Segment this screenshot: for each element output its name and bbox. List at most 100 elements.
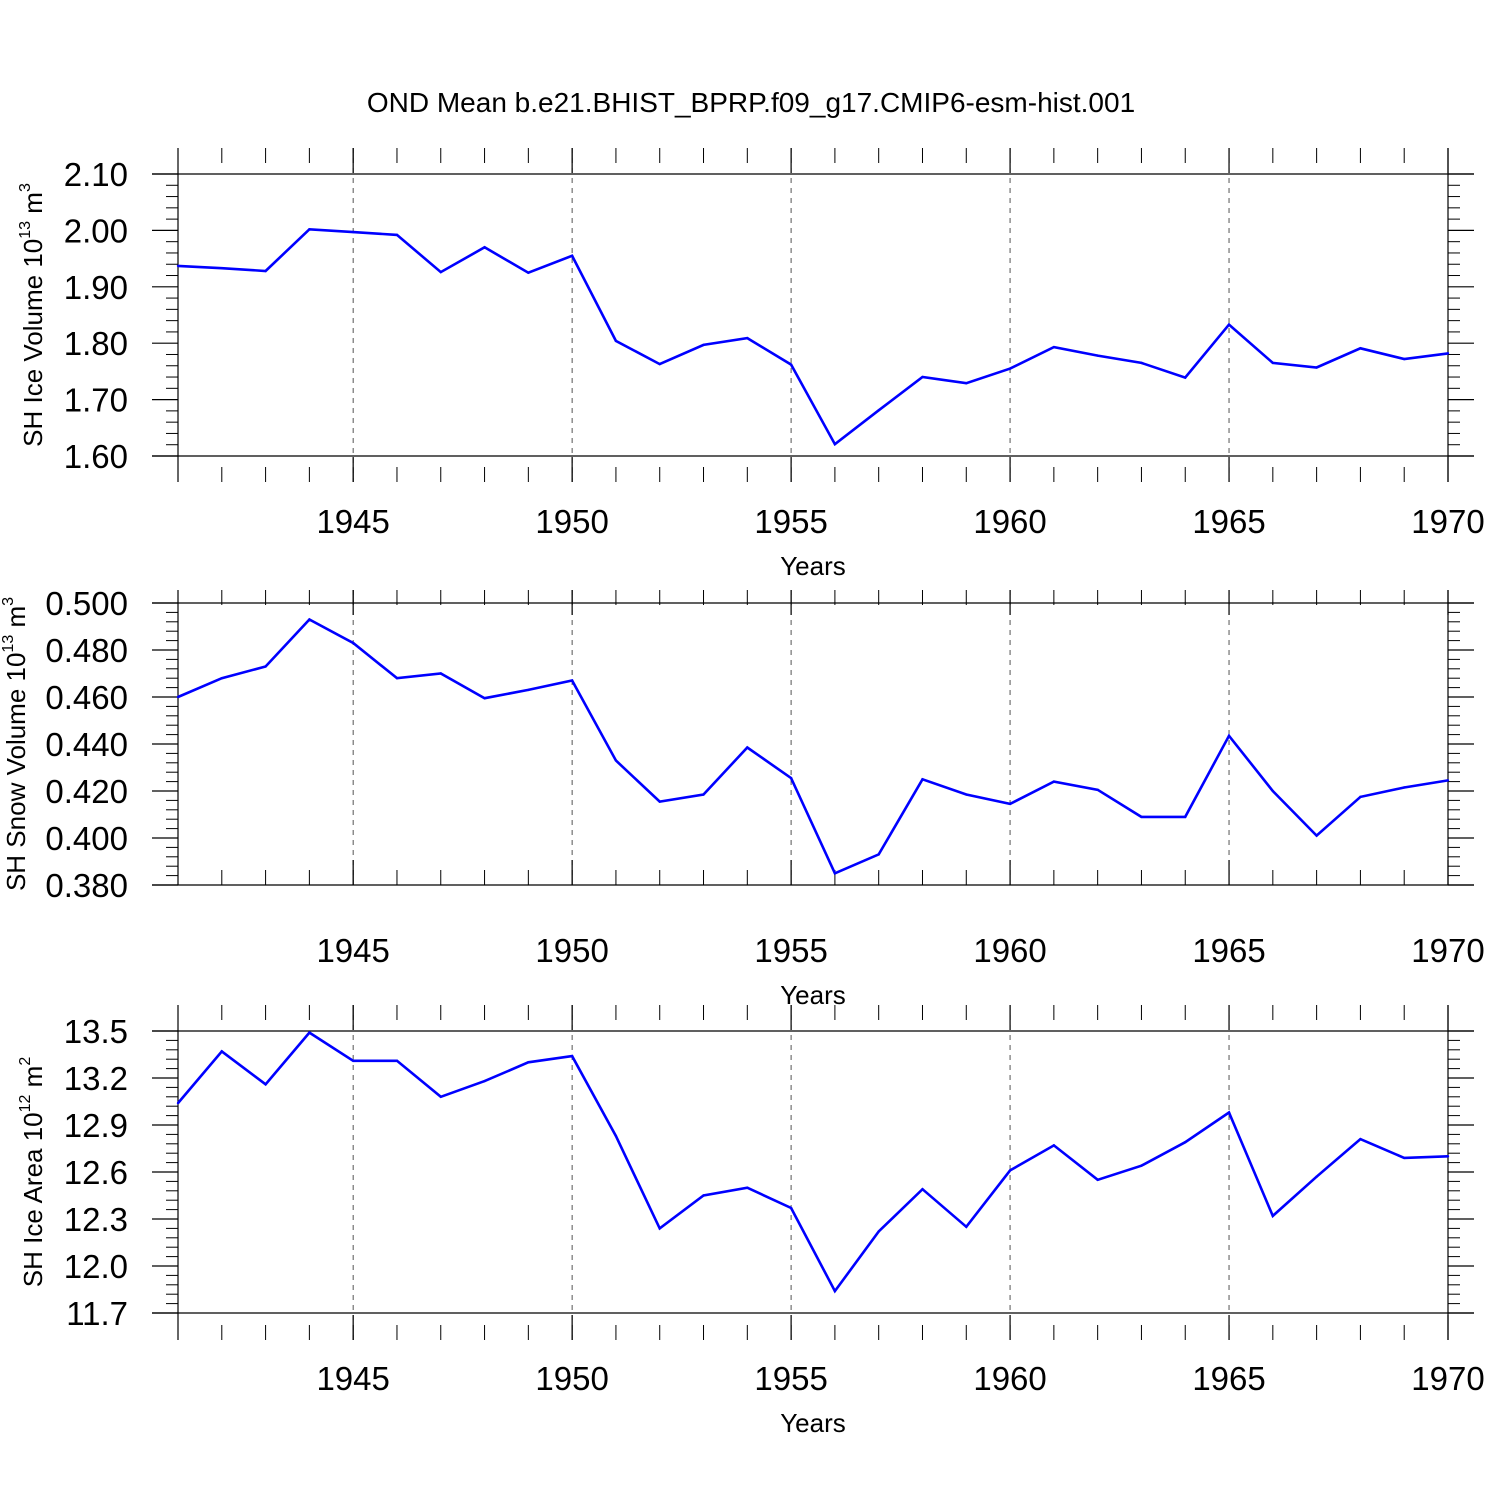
data-point <box>921 375 924 379</box>
x-tick-label: 1960 <box>973 503 1046 540</box>
x-tick-label: 1950 <box>535 932 608 969</box>
y-tick-label: 0.380 <box>45 867 128 904</box>
data-point <box>1052 1144 1056 1147</box>
data-point <box>833 442 837 446</box>
x-tick-label: 1945 <box>316 1360 389 1397</box>
data-point <box>483 246 486 249</box>
data-point <box>570 679 574 682</box>
data-point <box>614 339 618 343</box>
x-tick-label: 1955 <box>754 503 827 540</box>
data-point <box>614 759 618 762</box>
data-point <box>308 618 311 621</box>
x-tick-label: 1965 <box>1192 1360 1265 1397</box>
y-tick-label: 0.480 <box>45 632 128 669</box>
x-axis-title: Years <box>780 1408 846 1438</box>
data-point <box>220 1050 223 1053</box>
panels: 1.60 1.70 1.80 1.90 2.00 2.10 1945 1950 1955 1960… <box>0 148 1485 1438</box>
data-point <box>1446 779 1450 782</box>
data-point <box>527 688 530 692</box>
data-point <box>746 336 749 340</box>
data-point <box>1008 1169 1012 1172</box>
y-tick-label: 0.400 <box>45 820 128 857</box>
series-line <box>177 617 1449 875</box>
data-point <box>1359 347 1362 350</box>
y-axis-title-exp2: 2 <box>17 1057 34 1066</box>
data-point <box>351 1059 355 1062</box>
data-point <box>1359 1137 1362 1141</box>
y-tick-label: 12.9 <box>64 1107 128 1144</box>
data-point <box>1359 795 1362 799</box>
data-point <box>308 228 311 231</box>
data-point <box>1096 354 1099 357</box>
data-point <box>833 1289 837 1293</box>
y-tick-label: 0.440 <box>45 726 128 763</box>
x-axis-title: Years <box>780 551 846 581</box>
data-point <box>1446 1155 1450 1158</box>
y-tick-label: 11.7 <box>66 1295 128 1332</box>
data-point <box>1052 780 1056 783</box>
panel-3: 11.7 12.0 12.3 12.6 12.9 13.2 13.5 1945 1950 1955… <box>17 1005 1485 1438</box>
data-point <box>921 778 924 781</box>
data-point <box>439 270 442 274</box>
y-axis-title-main: SH Ice Volume 10 <box>18 239 48 447</box>
data-point <box>395 233 399 237</box>
data-point <box>264 269 267 273</box>
data-point <box>965 1225 968 1229</box>
data-point <box>965 382 968 385</box>
y-tick-label: 12.3 <box>64 1201 128 1238</box>
y-tick-label: 2.10 <box>64 156 128 193</box>
data-point <box>965 793 968 796</box>
y-axis-title-exp2: 3 <box>0 597 17 606</box>
x-tick-label: 1950 <box>535 503 608 540</box>
data-point <box>658 1227 661 1230</box>
x-tick-label: 1955 <box>754 1360 827 1397</box>
data-point <box>614 1134 618 1138</box>
data-point <box>789 363 793 366</box>
x-tick-label: 1965 <box>1192 503 1265 540</box>
data-point <box>1403 786 1406 789</box>
data-point <box>746 1186 749 1189</box>
y-tick-label: 13.5 <box>64 1013 128 1050</box>
y-axis-title-mid: m <box>18 1066 48 1095</box>
y-tick-label: 0.500 <box>45 585 128 622</box>
data-point <box>527 1061 530 1064</box>
data-point <box>877 1230 880 1233</box>
data-point <box>220 266 223 270</box>
panel-1: 1.60 1.70 1.80 1.90 2.00 2.10 1945 1950 1955 1960… <box>17 148 1485 581</box>
y-tick-label: 12.6 <box>64 1154 128 1191</box>
data-point <box>1315 834 1318 837</box>
y-tick-label: 1.80 <box>64 325 128 362</box>
data-point <box>921 1188 924 1191</box>
y-axis-title-exp2: 3 <box>17 183 34 192</box>
x-tick-label: 1955 <box>754 932 827 969</box>
y-tick-label: 1.70 <box>64 382 128 419</box>
data-point <box>483 1079 486 1083</box>
y-tick-label: 0.460 <box>45 679 128 716</box>
y-axis-title: SH Ice Volume 1013 m3 <box>17 183 48 447</box>
data-point <box>1184 815 1187 819</box>
data-point <box>746 746 749 749</box>
y-tick-label: 2.00 <box>64 212 128 249</box>
y-tick-label: 1.60 <box>64 438 128 475</box>
data-point <box>1271 361 1275 365</box>
data-point <box>702 793 705 796</box>
data-point <box>1052 345 1056 349</box>
data-point <box>1140 361 1143 365</box>
data-point <box>1008 802 1012 806</box>
data-point <box>1403 357 1406 361</box>
panel-2: 0.380 0.400 0.420 0.440 0.460 0.480 0.500 1945 1… <box>0 585 1485 1010</box>
data-point <box>264 1083 267 1086</box>
data-point <box>439 1095 442 1099</box>
data-point <box>1315 366 1318 369</box>
x-tick-label: 1945 <box>316 932 389 969</box>
series-line <box>177 1030 1449 1294</box>
data-point <box>351 230 355 234</box>
y-axis-title-main: SH Ice Area 10 <box>18 1112 48 1287</box>
data-point <box>658 800 661 803</box>
y-axis-title-mid: m <box>1 606 31 635</box>
x-tick-label: 1960 <box>973 1360 1046 1397</box>
data-point <box>1184 376 1187 379</box>
y-axis-title-mid: m <box>18 192 48 221</box>
data-point <box>702 343 705 347</box>
y-axis-title-main: SH Snow Volume 10 <box>1 653 31 891</box>
